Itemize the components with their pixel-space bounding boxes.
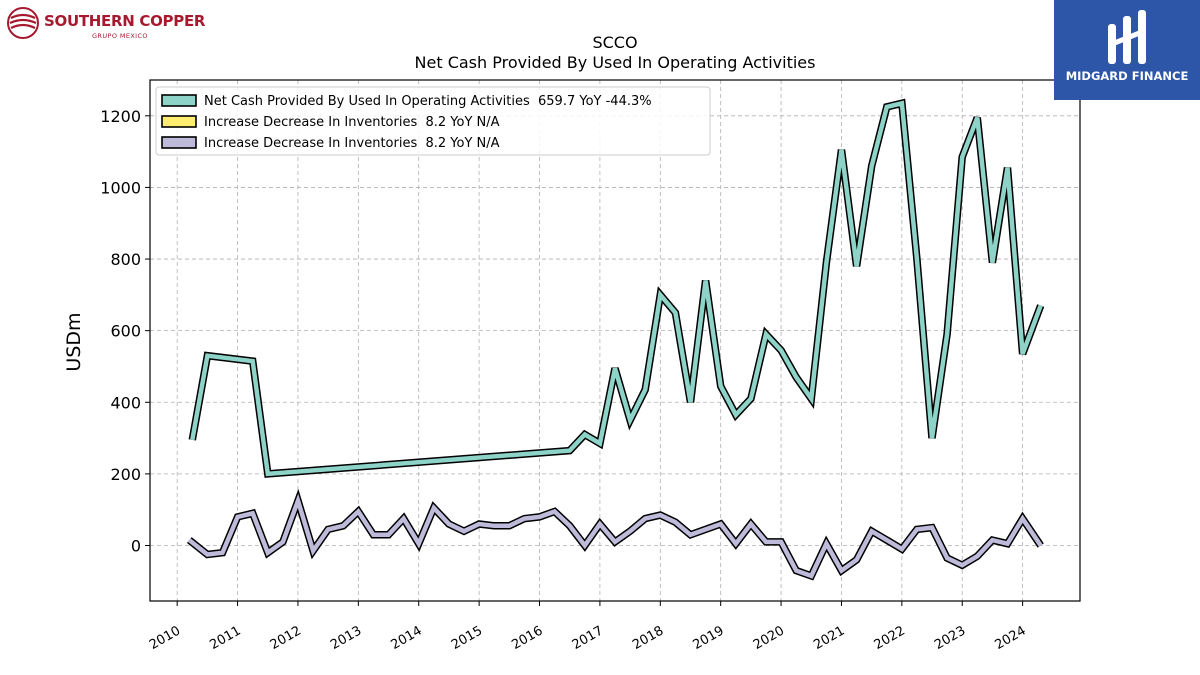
x-tick-label: 2023 [932, 623, 968, 653]
series-outline-2 [186, 488, 1044, 581]
series-line-1 [190, 100, 1043, 477]
midgard-finance-logo: MIDGARD FINANCE [1054, 0, 1200, 100]
legend-swatch [161, 94, 197, 107]
legend-entry: Increase Decrease In Inventories 8.2 YoY… [204, 115, 500, 130]
series-line-2 [187, 493, 1043, 579]
x-tick-label: 2010 [147, 623, 183, 653]
y-tick-label: 1200 [100, 107, 141, 126]
x-tick-label: 2018 [630, 623, 666, 653]
y-tick-label: 0 [131, 536, 141, 555]
y-tick-label: 400 [110, 393, 141, 412]
southern-copper-logo: SOUTHERN COPPER GRUPO MEXICO [6, 4, 205, 44]
axes: 2010 2011 2012 2013 2014 2015 2016 2017 2018 2019… [100, 107, 1028, 653]
x-tick-label: 2013 [328, 623, 364, 653]
y-tick-label: 600 [110, 322, 141, 341]
x-tick-label: 2022 [872, 623, 908, 653]
y-tick-label: 200 [110, 465, 141, 484]
legend-entry: Net Cash Provided By Used In Operating A… [204, 94, 652, 109]
x-tick-label: 2015 [449, 623, 485, 653]
chart-title: SCCO [592, 33, 637, 52]
plot-area [186, 98, 1045, 581]
x-tick-label: 2012 [268, 623, 304, 653]
midgard-emblem-icon [1108, 10, 1146, 64]
y-tick-label: 800 [110, 250, 141, 269]
chart-subtitle: Net Cash Provided By Used In Operating A… [415, 53, 816, 72]
left-logo-subtitle: GRUPO MEXICO [92, 32, 148, 40]
x-tick-label: 2019 [691, 623, 727, 653]
y-axis-label: USDm [63, 312, 85, 371]
x-tick-label: 2014 [389, 623, 425, 653]
legend-frame [155, 86, 711, 156]
x-tick-label: 2020 [751, 623, 787, 653]
legend-swatch [161, 115, 197, 128]
x-tick-label: 2016 [509, 623, 545, 653]
right-logo-name: MIDGARD FINANCE [1065, 69, 1189, 83]
x-tick-label: 2021 [811, 623, 847, 653]
x-tick-label: 2024 [992, 623, 1028, 653]
legend-swatch [161, 136, 197, 149]
left-logo-name: SOUTHERN COPPER [44, 12, 206, 30]
x-tick-label: 2011 [207, 623, 243, 653]
series-outline-1 [188, 98, 1045, 478]
legend-entry: Increase Decrease In Inventories 8.2 YoY… [204, 136, 500, 151]
copper-emblem-icon [7, 7, 39, 39]
legend: Net Cash Provided By Used In Operating A… [155, 86, 711, 156]
plot-frame [149, 79, 1081, 602]
x-tick-label: 2017 [570, 623, 606, 653]
y-tick-label: 1000 [100, 178, 141, 197]
